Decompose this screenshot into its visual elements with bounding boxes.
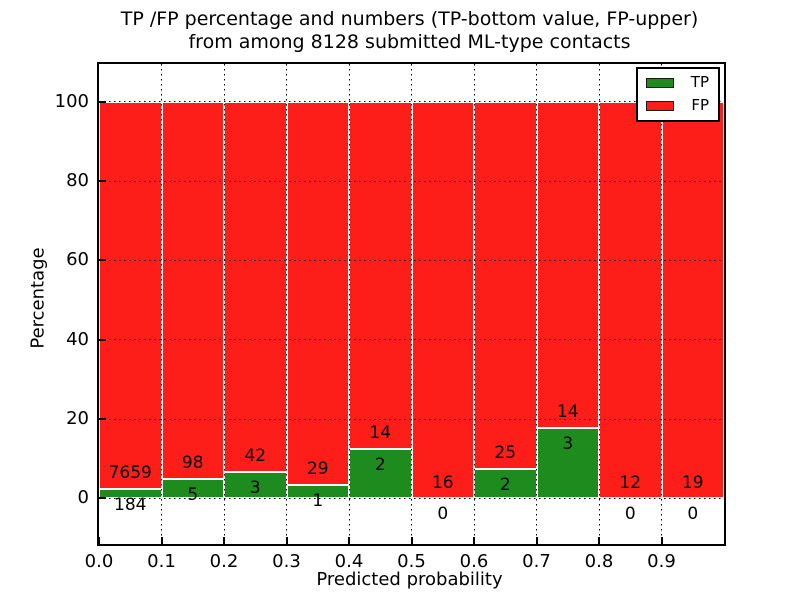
- legend-row-tp: TP: [646, 75, 709, 90]
- x-gridline: [536, 64, 537, 544]
- y-tick-label: 100: [54, 90, 89, 112]
- x-tick-label: 0.7: [522, 551, 551, 572]
- y-tickmark: [99, 418, 106, 421]
- x-gridline: [473, 64, 475, 544]
- chart-title: TP /FP percentage and numbers (TP-bottom…: [97, 8, 722, 54]
- bar-label-fp: 14: [556, 402, 579, 423]
- bar-label-fp: 29: [306, 459, 329, 480]
- bar-label-fp: 98: [181, 453, 204, 474]
- bar-label-tp: 5: [187, 485, 199, 505]
- bar-segment-fp: [661, 101, 724, 499]
- legend-label-fp: FP: [691, 96, 709, 114]
- y-gridline: [99, 259, 724, 261]
- x-gridline: [661, 64, 662, 544]
- bar-label-fp: 42: [244, 446, 267, 467]
- x-tick-label: 0.2: [209, 551, 239, 572]
- x-tick-label: 0.1: [147, 551, 176, 572]
- legend: TP FP: [636, 67, 720, 122]
- x-tickmark: [348, 537, 350, 544]
- legend-row-fp: FP: [646, 98, 709, 113]
- x-tick-label: 0.0: [84, 551, 114, 572]
- bar-segment-fp: [474, 101, 537, 469]
- x-tick-label: 0.9: [647, 551, 676, 572]
- bar-label-tp: 3: [562, 434, 574, 455]
- x-tickmark: [660, 537, 663, 544]
- bar-segment-tp: [536, 428, 599, 499]
- y-gridline: [99, 418, 724, 420]
- bar-label-tp: 0: [437, 504, 449, 525]
- x-gridline: [348, 64, 350, 544]
- x-gridline: [411, 64, 412, 544]
- x-tickmark: [223, 537, 225, 544]
- bar-label-fp: 16: [431, 472, 454, 493]
- bar-label-tp: 2: [374, 454, 386, 475]
- y-gridline: [99, 101, 724, 103]
- bar-segment-fp: [536, 101, 599, 429]
- bar-label-tp: 184: [114, 494, 147, 515]
- y-gridline: [99, 339, 724, 341]
- plot-area: TP FP 0 20 40 60 80 100 0.0 0.1 0.2 0.3 0.4 0.5 0.6 0…: [55, 62, 726, 572]
- y-tick-label: 20: [66, 408, 89, 430]
- y-tickmark: [99, 180, 106, 183]
- x-tick-label: 0.5: [397, 551, 426, 572]
- x-tickmark: [598, 537, 600, 544]
- bar-segment-fp: [599, 101, 662, 499]
- bar-segment-fp: [99, 101, 162, 490]
- x-gridline: [598, 64, 600, 544]
- x-tick-label: 0.8: [584, 551, 614, 572]
- x-tickmark: [98, 537, 100, 544]
- y-tick-label: 80: [66, 170, 89, 192]
- bar-label-tp: 1: [312, 491, 324, 512]
- bar-label-fp: 25: [494, 443, 517, 464]
- x-tickmark: [473, 537, 475, 544]
- bar-label-tp: 0: [687, 504, 699, 525]
- x-gridline: [161, 64, 162, 544]
- x-tick-label: 0.6: [459, 551, 489, 572]
- bar-label-tp: 2: [499, 474, 511, 495]
- y-tick-label: 40: [66, 328, 89, 350]
- bar-segment-fp: [161, 101, 224, 480]
- bar-segment-tp: [224, 471, 287, 499]
- bar-label-fp: 7659: [108, 463, 152, 484]
- y-tick-label: 60: [66, 249, 89, 271]
- x-tick-label: 0.3: [272, 551, 301, 572]
- bar-segment-fp: [349, 101, 412, 449]
- x-tickmark: [285, 537, 288, 544]
- legend-label-tp: TP: [690, 73, 709, 91]
- chart-title-line2: from among 8128 submitted ML-type contac…: [188, 31, 631, 53]
- x-gridline: [286, 64, 287, 544]
- y-tickmark: [99, 100, 106, 103]
- y-gridline: [99, 497, 724, 499]
- y-tick-label: 0: [77, 487, 89, 509]
- x-tickmark: [410, 537, 413, 544]
- bar-label-fp: 12: [619, 472, 642, 493]
- bar-segment-tp: [474, 468, 537, 499]
- x-tickmark: [160, 537, 163, 544]
- y-gridline: [99, 180, 724, 182]
- y-tickmark: [99, 338, 106, 341]
- y-tickmark: [99, 259, 106, 262]
- x-axis-label: Predicted probability: [316, 569, 503, 590]
- x-tick-label: 0.4: [334, 551, 364, 572]
- x-tickmark: [535, 537, 538, 544]
- fp-color-swatch-icon: [646, 100, 674, 111]
- bar-label-tp: 3: [249, 477, 261, 498]
- bar-segment-tp: [349, 448, 412, 499]
- bar-label-fp: 14: [369, 422, 392, 443]
- bar-label-tp: 0: [624, 504, 636, 525]
- chart-title-line1: TP /FP percentage and numbers (TP-bottom…: [120, 8, 699, 30]
- bar-label-fp: 19: [681, 472, 704, 493]
- x-gridline: [223, 64, 225, 544]
- y-tickmark: [99, 497, 106, 500]
- tp-color-swatch-icon: [646, 77, 674, 88]
- bar-segment-fp: [224, 101, 287, 472]
